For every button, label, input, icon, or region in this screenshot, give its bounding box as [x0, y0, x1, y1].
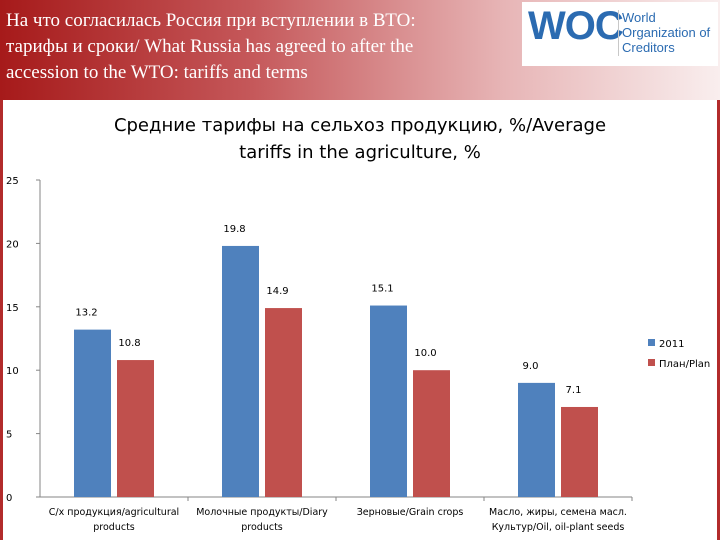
- y-tick-label: 0: [6, 493, 12, 504]
- title-line-3: accession to the WTO: tariffs and terms: [6, 62, 308, 83]
- y-tick-label: 5: [6, 430, 12, 441]
- title-line-2: тарифы и сроки/ What Russia has agreed t…: [6, 36, 414, 57]
- x-category-label-line2: products: [93, 522, 135, 533]
- logo-text: World Organization of Creditors: [622, 10, 710, 55]
- logo-line-3: Creditors: [622, 40, 675, 55]
- legend-swatch-2011: [648, 339, 655, 346]
- frame-left-border: [0, 100, 3, 540]
- header-banner: На что согласилась Россия при вступлении…: [0, 0, 720, 100]
- x-category-label: Зерновые/Grain crops: [357, 507, 464, 518]
- bar-2011: [222, 245, 259, 497]
- bar-2011: [74, 329, 111, 497]
- chart-title-line-1: Средние тарифы на сельхоз продукцию, %/A…: [113, 115, 607, 136]
- y-tick-label: 25: [6, 176, 19, 187]
- data-label: 14.9: [266, 286, 288, 297]
- bar-2011: [370, 305, 407, 497]
- chart-title-line-2: tariffs in the agriculture, %: [239, 142, 481, 163]
- x-category-label: С/х продукция/agricultural: [49, 507, 179, 518]
- logo-divider: [618, 10, 619, 56]
- data-label: 10.0: [414, 348, 436, 359]
- data-label: 13.2: [75, 308, 97, 319]
- y-tick-label: 20: [6, 239, 19, 250]
- woc-logo: WOC World Organization of Creditors: [522, 2, 718, 66]
- bar-plan: [265, 308, 302, 497]
- legend-label: План/Plan: [659, 359, 710, 370]
- legend-swatch-plan: [648, 359, 655, 366]
- logo-line-2: Organization of: [622, 25, 711, 40]
- bar-plan: [561, 406, 598, 497]
- bar-plan: [117, 360, 154, 497]
- chart-title: Средние тарифы на сельхоз продукцию, %/A…: [60, 112, 660, 166]
- data-label: 19.8: [223, 224, 245, 235]
- logo-mark: WOC: [528, 4, 624, 48]
- frame-right-border: [717, 100, 720, 540]
- x-category-label-line2: products: [241, 522, 283, 533]
- data-label: 10.8: [118, 338, 140, 349]
- title-line-1: На что согласилась Россия при вступлении…: [6, 10, 416, 31]
- bar-2011: [518, 382, 555, 497]
- x-category-label-line2: Культур/Oil, oil-plant seeds: [492, 522, 625, 533]
- data-label: 9.0: [523, 361, 539, 372]
- x-category-label: Масло, жиры, семена масл.: [489, 507, 627, 518]
- legend-label: 2011: [659, 339, 684, 350]
- data-label: 7.1: [566, 385, 582, 396]
- data-label: 15.1: [371, 284, 393, 295]
- logo-line-1: World: [622, 10, 656, 25]
- bar-plan: [413, 370, 450, 497]
- y-tick-label: 15: [6, 303, 19, 314]
- page-title: На что согласилась Россия при вступлении…: [6, 8, 521, 86]
- y-tick-label: 10: [6, 366, 19, 377]
- x-category-label: Молочные продукты/Diary: [196, 507, 328, 518]
